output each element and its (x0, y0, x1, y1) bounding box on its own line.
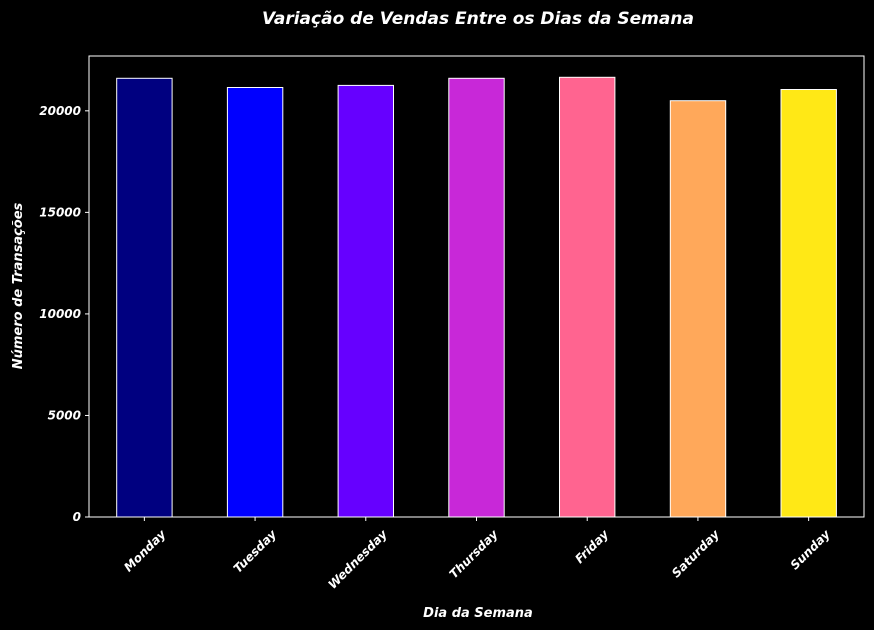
y-tick-label: 5000 (48, 408, 81, 422)
bar-monday (116, 77, 173, 518)
bar-wednesday (337, 84, 395, 518)
y-tick-label: 20000 (39, 104, 81, 118)
y-axis-label: Número de Transações (11, 202, 26, 369)
bar-sunday (780, 89, 837, 518)
y-tick-label: 15000 (39, 205, 81, 219)
bar-group (116, 76, 837, 518)
bar-tuesday (226, 87, 284, 518)
y-axis-ticks: 0 5000 10000 15000 20000 (39, 104, 89, 524)
bar-thursday (448, 77, 505, 518)
chart-title: Variação de Vendas Entre os Dias da Sema… (262, 9, 694, 29)
bar-friday (559, 76, 616, 518)
y-tick-label: 0 (73, 510, 81, 524)
y-tick-label: 10000 (39, 307, 81, 321)
x-axis-label: Dia da Semana (423, 606, 533, 621)
bar-saturday (669, 100, 727, 518)
